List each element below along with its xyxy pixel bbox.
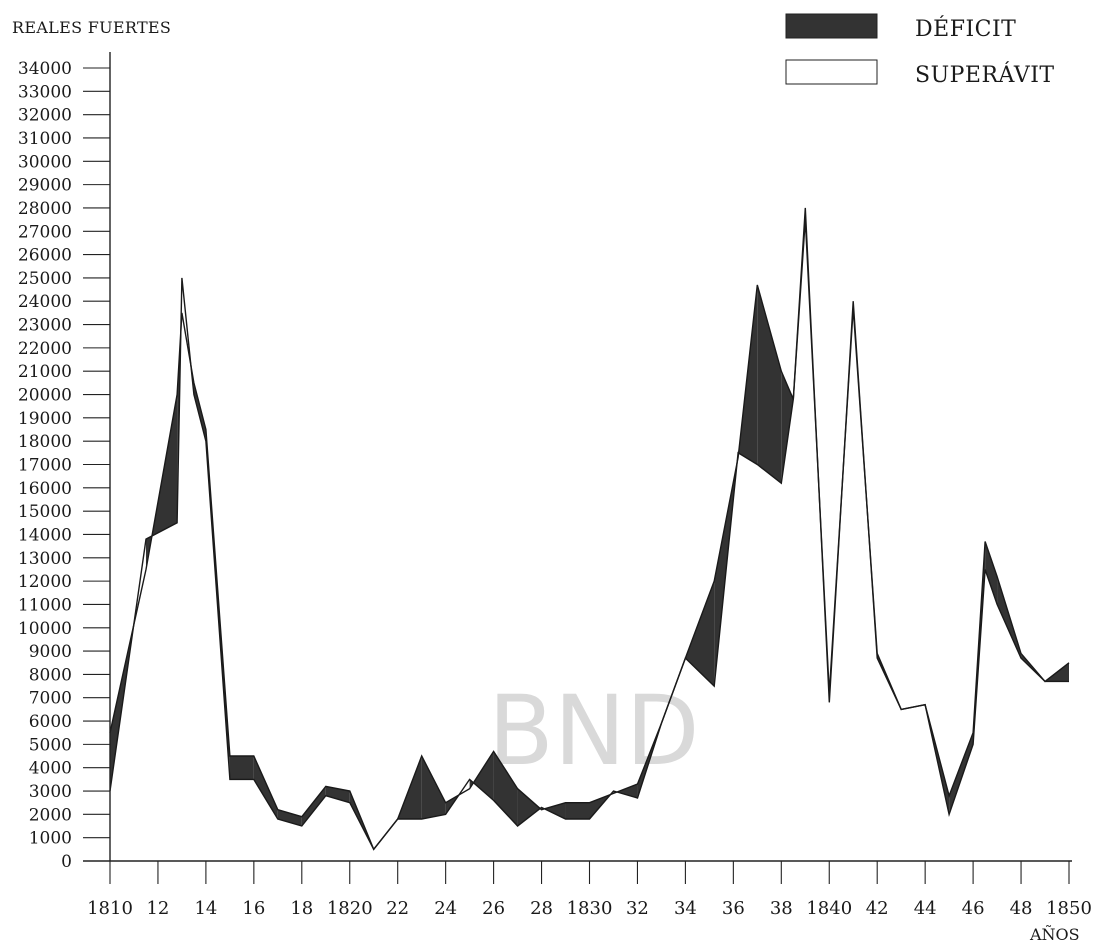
deficit-area — [229, 756, 254, 780]
x-tick-label: 24 — [434, 898, 457, 919]
y-tick-label: 30000 — [18, 152, 72, 172]
x-tick-label: 46 — [962, 898, 985, 919]
y-tick-label: 14000 — [18, 525, 72, 545]
x-tick-label: 22 — [386, 898, 409, 919]
deficit-area — [565, 802, 590, 820]
x-tick-label: 12 — [146, 898, 169, 919]
y-tick-label: 25000 — [18, 269, 72, 289]
legend: DÉFICIT SUPERÁVIT — [785, 13, 1055, 88]
y-tick-label: 6000 — [29, 712, 72, 732]
y-tick-label: 29000 — [18, 176, 72, 196]
y-tick-label: 4000 — [29, 759, 72, 779]
x-tick-label: 1840 — [806, 898, 852, 919]
y-tick-label: 19000 — [18, 409, 72, 429]
x-tick-label: 26 — [482, 898, 505, 919]
deficit-area — [757, 284, 782, 484]
legend-swatch-deficit — [785, 13, 878, 39]
x-tick-label: 38 — [770, 898, 793, 919]
y-tick-label: 5000 — [29, 735, 72, 755]
x-tick-label: 1830 — [567, 898, 613, 919]
x-tick-label: 16 — [242, 898, 265, 919]
y-tick-label: 20000 — [18, 386, 72, 406]
y-tick-label: 1000 — [29, 829, 72, 849]
legend-label-deficit: DÉFICIT — [915, 15, 1016, 42]
deficit-area — [949, 732, 974, 815]
y-tick-label: 17000 — [18, 456, 72, 476]
deficit-area — [473, 751, 494, 801]
x-tick-label: 1850 — [1046, 898, 1092, 919]
y-tick-label: 16000 — [18, 479, 72, 499]
x-tick-label: 28 — [530, 898, 553, 919]
y-tick-label: 31000 — [18, 129, 72, 149]
y-tick-label: 12000 — [18, 572, 72, 592]
y-tick-label: 11000 — [18, 595, 72, 615]
deficit-area — [493, 751, 518, 827]
y-tick-label: 24000 — [18, 292, 72, 312]
y-tick-label: 27000 — [18, 222, 72, 242]
x-tick-label: 34 — [674, 898, 697, 919]
y-tick-label: 28000 — [18, 199, 72, 219]
y-tick-label: 26000 — [18, 246, 72, 266]
x-tick-label: 1820 — [327, 898, 373, 919]
y-tick-label: 10000 — [18, 619, 72, 639]
deficit-area — [544, 802, 566, 820]
y-tick-label: 15000 — [18, 502, 72, 522]
y-axis-label: REALES FUERTES — [12, 18, 171, 37]
y-tick-label: 21000 — [18, 362, 72, 382]
y-tick-label: 23000 — [18, 316, 72, 336]
y-tick-label: 2000 — [29, 805, 72, 825]
x-tick-label: 32 — [626, 898, 649, 919]
x-tick-label: 18 — [290, 898, 313, 919]
x-axis-ticks: 1810 12 14 16 18 1820 22 24 26 28 1830 32 34 36 38 1840… — [87, 861, 1092, 919]
x-tick-label: 1810 — [87, 898, 133, 919]
x-tick-label: 48 — [1010, 898, 1033, 919]
y-tick-label: 34000 — [18, 59, 72, 79]
chart-series-lines — [109, 207, 1070, 851]
y-tick-label: 33000 — [18, 82, 72, 102]
watermark: BND — [488, 675, 700, 787]
deficit-area — [685, 581, 715, 687]
y-tick-label: 3000 — [29, 782, 72, 802]
deficit-area — [253, 756, 278, 820]
deficit-area — [781, 371, 794, 484]
deficit-area — [421, 756, 446, 820]
y-tick-label: 22000 — [18, 339, 72, 359]
y-tick-label: 7000 — [29, 689, 72, 709]
deficit-area — [301, 786, 326, 827]
y-tick-label: 13000 — [18, 549, 72, 569]
series-line-2 — [109, 219, 1070, 851]
y-tick-label: 0 — [61, 852, 72, 872]
y-tick-label: 9000 — [29, 642, 72, 662]
legend-swatch-superavit — [785, 59, 878, 85]
x-tick-label: 42 — [866, 898, 889, 919]
y-tick-label: 32000 — [18, 106, 72, 126]
deficit-area — [517, 788, 541, 827]
x-tick-label: 36 — [722, 898, 745, 919]
deficit-area — [616, 784, 638, 799]
y-axis-ticks: 0 1000 2000 3000 4000 5000 6000 7000 8000 9000 100… — [18, 59, 110, 872]
x-axis-label: AÑOS — [1029, 924, 1080, 944]
legend-label-superavit: SUPERÁVIT — [915, 61, 1055, 88]
deficit-area — [193, 382, 206, 442]
x-tick-label: 14 — [194, 898, 217, 919]
x-tick-label: 44 — [914, 898, 937, 919]
y-tick-label: 18000 — [18, 432, 72, 452]
deficit-area — [277, 809, 302, 827]
y-tick-label: 8000 — [29, 665, 72, 685]
deficit-area — [985, 541, 998, 605]
